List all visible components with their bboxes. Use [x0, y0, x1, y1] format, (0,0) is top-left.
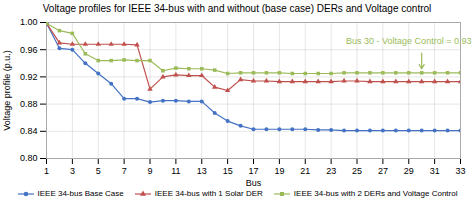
svg-text:1.00: 1.00 [20, 17, 38, 27]
html-text:IEEE 34-bus with 1 Solar DER: IEEE 34-bus with 1 Solar DER [154, 189, 263, 198]
svg-text:23: 23 [326, 166, 336, 176]
svg-text:0.88: 0.88 [20, 99, 38, 109]
svg-text:0.96: 0.96 [20, 45, 38, 55]
svg-text:19: 19 [274, 166, 284, 176]
svg-text:Voltage profile (p.u.): Voltage profile (p.u.) [2, 50, 12, 131]
svg-text:1: 1 [44, 166, 49, 176]
html-text:IEEE 34-bus with 2 DERs and Vo: IEEE 34-bus with 2 DERs and Voltage Cont… [293, 189, 458, 198]
html-text:IEEE 34-bus Base Case: IEEE 34-bus Base Case [37, 189, 124, 198]
svg-text:21: 21 [300, 166, 310, 176]
svg-text:11: 11 [171, 166, 180, 176]
svg-text:17: 17 [248, 166, 258, 176]
svg-text:7: 7 [122, 166, 127, 176]
svg-text:33: 33 [455, 166, 465, 176]
svg-text:0.80: 0.80 [20, 153, 38, 163]
svg-text:13: 13 [197, 166, 207, 176]
svg-text:31: 31 [430, 166, 440, 176]
svg-text:Bus 30 - Voltage Control = 0.9: Bus 30 - Voltage Control = 0.93 [346, 36, 471, 46]
svg-text:9: 9 [147, 166, 152, 176]
html-text:Voltage profiles for IEEE 34-b: Voltage profiles for IEEE 34-bus with an… [42, 3, 432, 14]
svg-text:29: 29 [404, 166, 414, 176]
svg-text:27: 27 [378, 166, 388, 176]
svg-text:Bus: Bus [246, 178, 262, 188]
svg-text:0.84: 0.84 [20, 126, 38, 136]
svg-text:0.92: 0.92 [20, 72, 38, 82]
svg-text:15: 15 [223, 166, 233, 176]
svg-text:5: 5 [96, 166, 101, 176]
svg-text:25: 25 [352, 166, 362, 176]
svg-text:3: 3 [70, 166, 75, 176]
